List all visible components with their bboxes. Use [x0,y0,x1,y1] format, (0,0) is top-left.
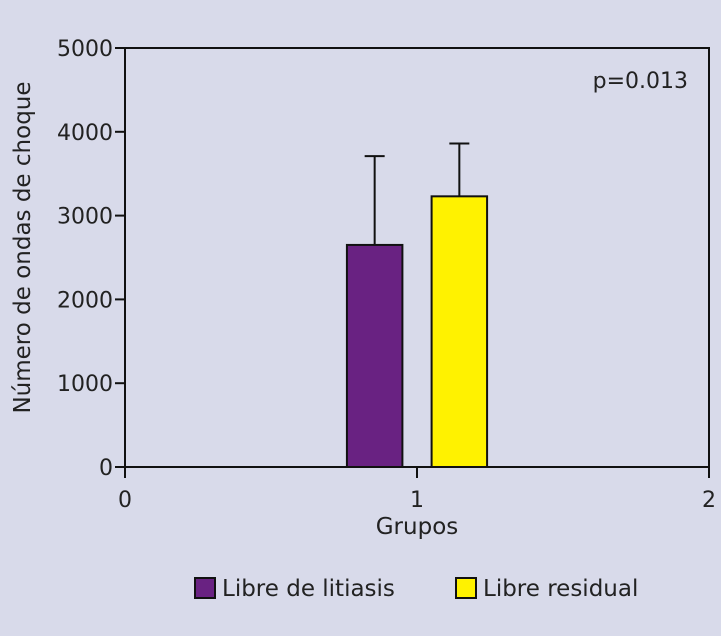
legend-swatch-libre-residual [455,577,477,599]
y-tick-label-5000: 5000 [57,37,113,62]
p-value-annotation: p=0.013 [593,69,688,94]
y-tick-label-4000: 4000 [57,121,113,146]
y-tick-label-2000: 2000 [57,288,113,313]
y-tick-label-1000: 1000 [57,372,113,397]
x-tick-label-1: 1 [410,488,424,513]
legend-label-libre-de-litiasis: Libre de litiasis [222,576,395,602]
y-axis: 0 1000 2000 3000 4000 5000 [57,37,125,481]
bar-0 [345,243,404,468]
y-axis-title: Número de ondas de choque [10,81,36,413]
y-tick-label-0: 0 [99,456,113,481]
legend: Libre de litiasis Libre residual [194,576,638,602]
x-tick-label-2: 2 [702,488,716,513]
x-axis-title: Grupos [376,514,459,540]
bar-1 [430,195,489,469]
legend-label-libre-residual: Libre residual [483,576,638,602]
x-tick-label-0: 0 [118,488,132,513]
y-tick-label-3000: 3000 [57,205,113,230]
x-axis: 0 1 2 [118,467,716,513]
legend-swatch-libre-de-litiasis [194,577,216,599]
bars-group [345,142,489,469]
plot-area [124,47,710,468]
